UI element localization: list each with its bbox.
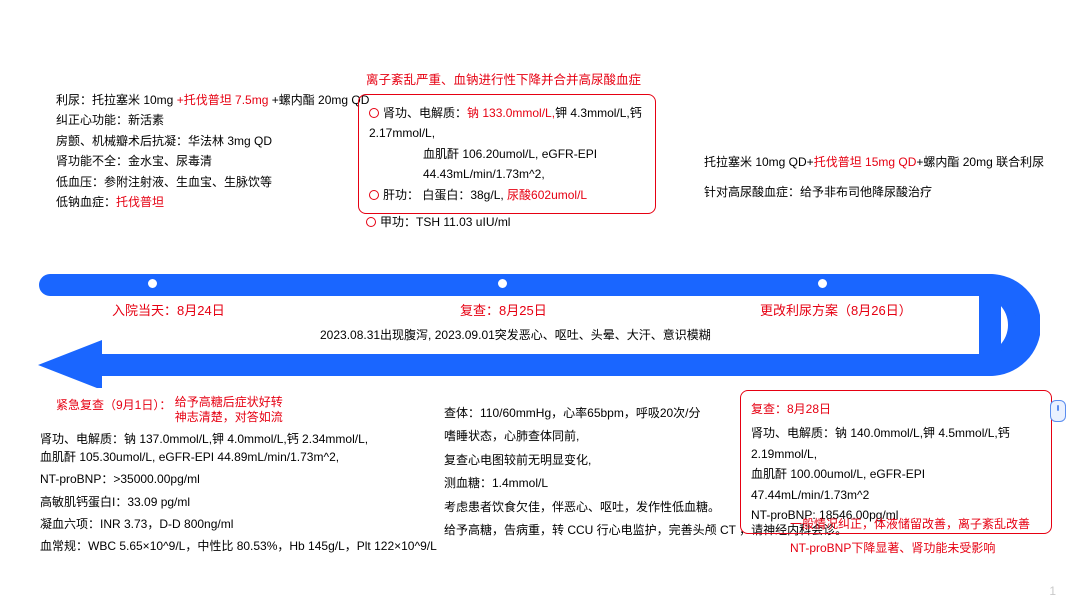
tl-l6a: 低钠血症： <box>56 195 116 209</box>
bl-b2: NT-proBNP：>35000.00pg/ml <box>40 468 440 490</box>
br-r1: 肾功、电解质：钠 140.0mmol/L,钾 4.5mmol/L,钙 2.19m… <box>751 423 1041 464</box>
bl-b5: 血常规：WBC 5.65×10^9/L，中性比 80.53%，Hb 145g/L… <box>40 535 440 557</box>
br-r2: 血肌酐 100.00umol/L, eGFR-EPI 47.44mL/min/1… <box>751 464 1041 505</box>
tr-l1a: 托拉塞米 10mg QD+ <box>704 155 814 169</box>
bc-c4: 测血糖：1.4mmol/L <box>444 472 774 495</box>
tc-r2: 血肌酐 106.20umol/L, eGFR-EPI 44.43mL/min/1… <box>369 144 645 185</box>
tl-l2: 纠正心功能：新活素 <box>56 110 376 130</box>
center-heading: 离子紊乱严重、血钠进行性下降并合并高尿酸血症 <box>366 70 641 91</box>
sep1-header: 紧急复查（9月1日）： 给予高糖后症状好转 神志清楚，对答如流 <box>56 395 283 425</box>
bullet-icon <box>369 190 379 200</box>
timeline-label-1: 入院当天：8月24日 <box>112 300 225 319</box>
clinical-exam: 查体：110/60mmHg，心率65bpm，呼吸20次/分 嗜睡状态，心肺查体同… <box>444 402 774 542</box>
scroll-hint-icon <box>1050 400 1066 422</box>
bl-h1: 紧急复查（9月1日）： <box>56 398 171 412</box>
bl-b3: 高敏肌钙蛋白I：33.09 pg/ml <box>40 491 440 513</box>
bl-b4: 凝血六项：INR 3.73，D-D 800ng/ml <box>40 513 440 535</box>
tl-l4: 肾功能不全：金水宝、尿毒清 <box>56 151 376 171</box>
bl-b1b: 血肌酐 105.30umol/L, eGFR-EPI 44.89mL/min/1… <box>40 446 440 468</box>
bullet-icon <box>369 108 379 118</box>
tc-r3a: 肝功： 白蛋白：38g/L, <box>383 188 507 202</box>
tc-r3b: 尿酸602umol/L <box>507 188 587 202</box>
timeline-dot-1 <box>148 279 157 288</box>
timeline-mid-event: 2023.08.31出现腹泻, 2023.09.01突发恶心、呕吐、头晕、大汗、… <box>320 325 711 345</box>
tl-l1b: +托伐普坦 7.5mg <box>177 93 272 107</box>
br-title: 复查：8月28日 <box>751 399 1041 419</box>
lab-box-aug28: 复查：8月28日 肾功、电解质：钠 140.0mmol/L,钾 4.5mmol/… <box>740 390 1052 534</box>
tr-l1b: 托伐普坦 15mg QD <box>814 155 917 169</box>
tc-r4-row: 甲功：TSH 11.03 uIU/ml <box>366 212 510 232</box>
timeline-label-3: 更改利尿方案（8月26日） <box>760 300 912 319</box>
tr-l2: 针对高尿酸血症：给予非布司他降尿酸治疗 <box>704 182 1064 202</box>
tc-r1pre: 肾功、电解质： <box>383 106 467 120</box>
tc-r1na: 钠 133.0mmol/L, <box>467 106 555 120</box>
br-note1: 一般情况纠正，体液储留改善，离子紊乱改善 <box>790 514 1030 534</box>
timeline-dot-2 <box>498 279 507 288</box>
bl-h2a: 给予高糖后症状好转 <box>175 395 283 409</box>
bc-c1: 查体：110/60mmHg，心率65bpm，呼吸20次/分 <box>444 402 774 425</box>
bullet-icon <box>366 217 376 227</box>
treatment-initial: 利尿：托拉塞米 10mg +托伐普坦 7.5mg +螺内酯 20mg QD 纠正… <box>56 90 376 212</box>
page-number: 1 <box>1049 584 1056 598</box>
tl-l6b: 托伐普坦 <box>116 195 164 209</box>
tl-l5: 低血压：参附注射液、生血宝、生脉饮等 <box>56 172 376 192</box>
tl-l1a: 利尿：托拉塞米 10mg <box>56 93 177 107</box>
timeline-dot-3 <box>818 279 827 288</box>
bc-c5: 考虑患者饮食欠佳，伴恶心、呕吐，发作性低血糖。 <box>444 496 774 519</box>
tc-r4: 甲功：TSH 11.03 uIU/ml <box>380 215 510 229</box>
timeline-label-2: 复查：8月25日 <box>460 300 547 319</box>
sep1-labs: 肾功、电解质：钠 137.0mmol/L,钾 4.0mmol/L,钙 2.34m… <box>40 428 440 557</box>
tl-l3: 房颤、机械瓣术后抗凝：华法林 3mg QD <box>56 131 376 151</box>
bc-c6: 给予高糖，告病重，转 CCU 行心电监护，完善头颅 CT ，请神经内科会诊。 <box>444 519 774 542</box>
bl-h2b: 神志清楚，对答如流 <box>175 410 283 424</box>
br-note2: NT-proBNP下降显著、肾功能未受影响 <box>790 538 995 558</box>
tl-l1c: +螺内酯 20mg QD <box>272 93 370 107</box>
treatment-updated: 托拉塞米 10mg QD+托伐普坦 15mg QD+螺内酯 20mg 联合利尿 … <box>704 152 1064 203</box>
bc-c3: 复查心电图较前无明显变化, <box>444 449 774 472</box>
bc-c2: 嗜睡状态，心肺查体同前, <box>444 425 774 448</box>
lab-box-aug25: 肾功、电解质：钠 133.0mmol/L,钾 4.3mmol/L,钙 2.17m… <box>358 94 656 214</box>
tr-l1c: +螺内酯 20mg 联合利尿 <box>916 155 1044 169</box>
